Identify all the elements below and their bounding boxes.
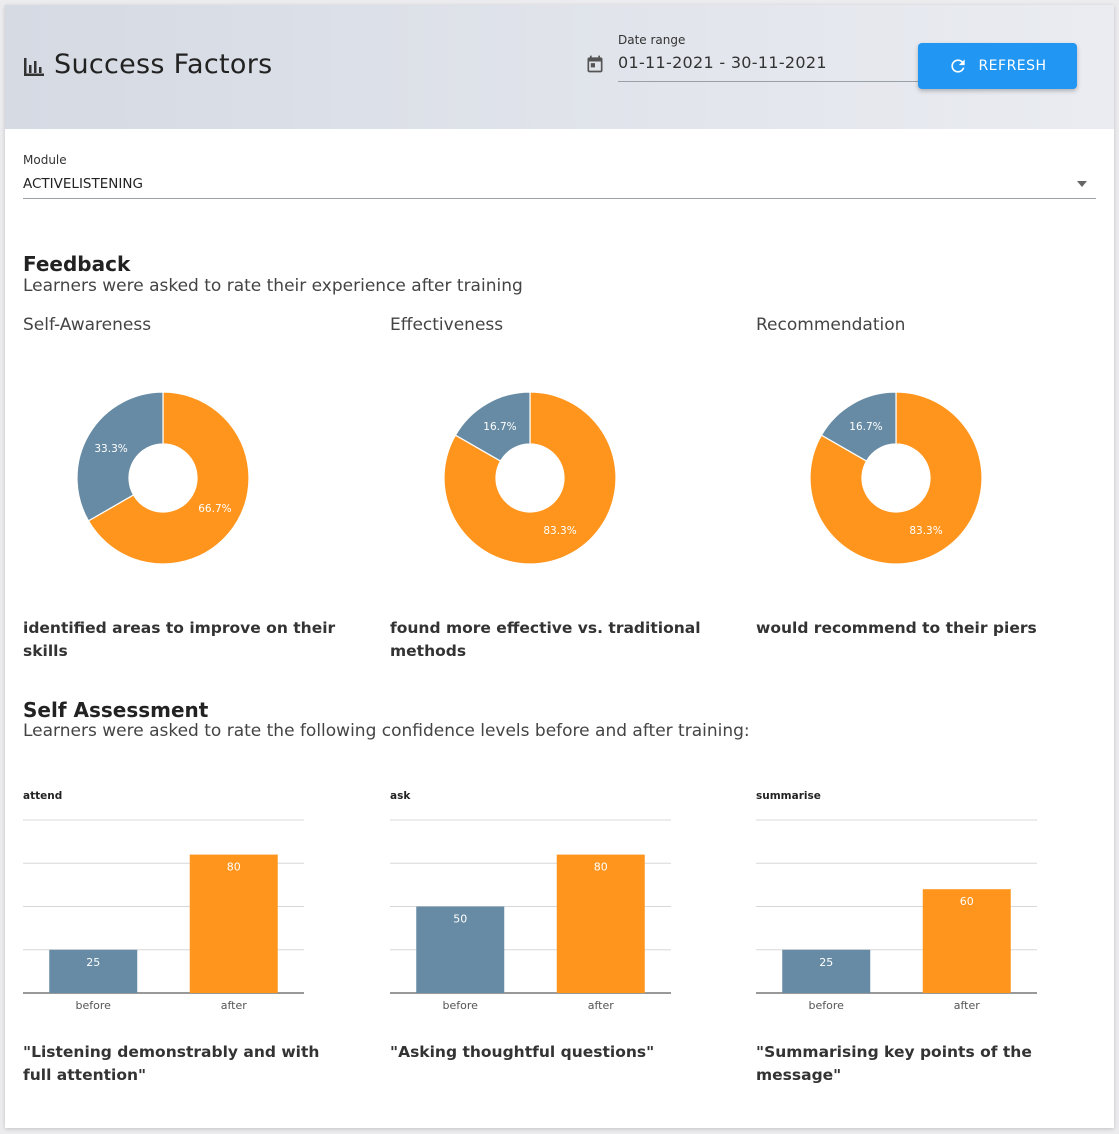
pie-slice-positive-label: 83.3% xyxy=(543,525,576,537)
pie-slice-negative-label: 16.7% xyxy=(483,421,516,433)
pie-slice-negative-label: 16.7% xyxy=(849,421,882,433)
recommendation-donut-chart: 83.3% 16.7% xyxy=(809,391,983,565)
bar-before xyxy=(416,906,505,993)
bar-value-label: 80 xyxy=(594,861,608,874)
bar-value-label: 60 xyxy=(960,895,974,908)
bar-value-label: 80 xyxy=(227,861,241,874)
calendar-icon[interactable] xyxy=(585,54,605,74)
x-tick-label: after xyxy=(954,999,981,1012)
bar-after xyxy=(922,889,1011,993)
pie-caption: would recommend to their piers xyxy=(756,619,1037,637)
bar-chart-icon xyxy=(24,58,44,76)
self-assessment-title: Self Assessment xyxy=(23,698,209,722)
pie-title: Self-Awareness xyxy=(23,315,152,335)
pie-caption: identified areas to improve on their ski… xyxy=(23,619,336,660)
pie-slice-positive xyxy=(809,391,983,565)
x-tick-label: after xyxy=(221,999,248,1012)
pie-slice-negative-label: 33.3% xyxy=(94,443,127,455)
refresh-label: REFRESH xyxy=(978,58,1047,74)
pie-caption: found more effective vs. traditional met… xyxy=(390,619,701,660)
x-tick-label: before xyxy=(443,999,479,1012)
pie-slice-positive xyxy=(87,391,250,565)
refresh-icon xyxy=(951,59,966,73)
bar-chart-title: summarise xyxy=(756,790,821,802)
pie-title: Recommendation xyxy=(756,315,906,335)
pie-slice-negative xyxy=(820,391,897,462)
bar-caption: "Asking thoughtful questions" xyxy=(390,1043,655,1061)
bar-value-label: 50 xyxy=(453,913,467,926)
pie-slice-positive-label: 83.3% xyxy=(909,525,942,537)
date-range-label: Date range xyxy=(618,33,686,47)
summarise-bar-chart: summarise 25 before 60 after xyxy=(756,790,1037,1012)
date-range-input[interactable]: 01-11-2021 - 30-11-2021 xyxy=(618,53,827,72)
ask-bar-chart: ask 50 before 80 after xyxy=(390,790,671,1012)
page-header: Success Factors Date range 01-11-2021 - … xyxy=(5,5,1114,129)
effectiveness-donut-chart: 83.3% 16.7% xyxy=(443,391,617,565)
bar-value-label: 25 xyxy=(819,956,833,969)
bar-chart-title: attend xyxy=(23,790,62,802)
module-underline xyxy=(23,198,1096,199)
pie-slice-positive-label: 66.7% xyxy=(198,503,231,515)
bar-before xyxy=(49,949,138,993)
page-title: Success Factors xyxy=(54,49,273,80)
date-range-underline xyxy=(618,81,918,82)
bar-before xyxy=(782,949,871,993)
refresh-button[interactable]: REFRESH xyxy=(918,43,1077,89)
x-tick-label: after xyxy=(588,999,615,1012)
x-tick-label: before xyxy=(809,999,845,1012)
module-label: Module xyxy=(23,153,67,167)
feedback-title: Feedback xyxy=(23,252,131,276)
bar-after xyxy=(189,854,278,993)
pie-title: Effectiveness xyxy=(390,315,504,335)
attend-bar-chart: attend 25 before 80 after xyxy=(23,790,304,1012)
self-assessment-subtitle: Learners were asked to rate the followin… xyxy=(23,721,750,741)
pie-slice-positive xyxy=(443,391,617,565)
bar-chart-title: ask xyxy=(390,790,411,802)
self-awareness-donut-chart: 66.7% 33.3% xyxy=(76,391,250,565)
bar-value-label: 25 xyxy=(86,956,100,969)
feedback-subtitle: Learners were asked to rate their experi… xyxy=(23,276,523,296)
success-factors-card: Success Factors Date range 01-11-2021 - … xyxy=(5,5,1114,1128)
x-tick-label: before xyxy=(76,999,112,1012)
dropdown-arrow-icon[interactable] xyxy=(1075,179,1089,189)
pie-slice-negative xyxy=(76,391,164,522)
pie-slice-negative xyxy=(454,391,531,462)
bar-after xyxy=(556,854,645,993)
module-select[interactable]: ACTIVELISTENING xyxy=(23,176,143,192)
bar-caption: "Listening demonstrably and with full at… xyxy=(23,1043,320,1084)
bar-caption: "Summarising key points of the message" xyxy=(756,1043,1032,1084)
